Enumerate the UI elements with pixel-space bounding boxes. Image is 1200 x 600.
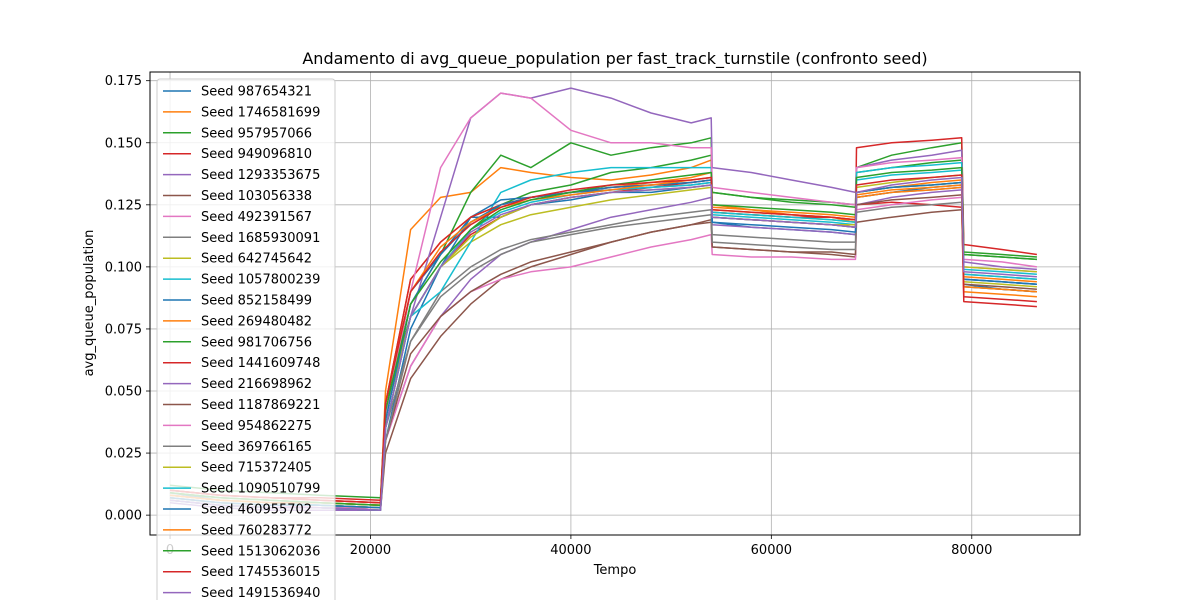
y-tick-label: 0.150 bbox=[105, 136, 142, 151]
x-tick-label: 20000 bbox=[350, 543, 391, 558]
y-axis-ticks: 0.000 0.025 0.050 0.075 0.100 0.125 0.150 0.175 bbox=[105, 74, 150, 524]
legend-entry: Seed 954862275 bbox=[201, 419, 312, 434]
x-tick-label: 40000 bbox=[550, 543, 591, 558]
y-tick-label: 0.000 bbox=[105, 509, 142, 524]
series-lines bbox=[169, 87, 1038, 511]
legend-entry: Seed 642745642 bbox=[201, 252, 312, 267]
x-axis-ticks: 020000400006000080000 bbox=[166, 535, 992, 558]
legend-entry: Seed 987654321 bbox=[201, 85, 312, 100]
legend-entry: Seed 1057800239 bbox=[201, 273, 320, 288]
legend-entry: Seed 957957066 bbox=[201, 126, 312, 141]
plot-frame bbox=[149, 71, 1081, 536]
y-axis-label: avg_queue_population bbox=[82, 230, 97, 377]
x-tick-label: 80000 bbox=[951, 543, 992, 558]
legend-entry: Seed 269480482 bbox=[201, 314, 312, 329]
legend-entry: Seed 103056338 bbox=[201, 189, 312, 204]
x-axis-label: Tempo bbox=[593, 563, 637, 578]
y-tick-label: 0.025 bbox=[105, 447, 142, 462]
chart-title: Andamento di avg_queue_population per fa… bbox=[302, 49, 927, 69]
legend-entry: Seed 1513062036 bbox=[201, 544, 320, 559]
series-line-24 bbox=[169, 174, 1037, 504]
legend-entry: Seed 1685930091 bbox=[201, 231, 320, 246]
legend-entry: Seed 852158499 bbox=[201, 294, 312, 309]
x-tick-label: 60000 bbox=[751, 543, 792, 558]
y-tick-label: 0.175 bbox=[105, 74, 142, 89]
legend-entry: Seed 1441609748 bbox=[201, 356, 320, 371]
legend-entry: Seed 216698962 bbox=[201, 377, 312, 392]
legend-entry: Seed 492391567 bbox=[201, 210, 312, 225]
legend-entry: Seed 369766165 bbox=[201, 440, 312, 455]
legend-entry: Seed 1090510799 bbox=[201, 482, 320, 497]
legend-entry: Seed 949096810 bbox=[201, 147, 312, 162]
legend-entry: Seed 760283772 bbox=[201, 523, 312, 538]
legend-box bbox=[156, 78, 336, 600]
legend-entry: Seed 1293353675 bbox=[201, 168, 320, 183]
legend-entry: Seed 981706756 bbox=[201, 335, 312, 350]
legend-entry: Seed 460955702 bbox=[201, 503, 312, 518]
legend-entry: Seed 1491536940 bbox=[201, 586, 320, 600]
series-line-25 bbox=[169, 176, 1037, 511]
legend-entry: Seed 715372405 bbox=[201, 461, 312, 476]
y-tick-label: 0.050 bbox=[105, 385, 142, 400]
legend: Seed 987654321 Seed 1746581699 Seed 957957… bbox=[156, 78, 336, 600]
y-tick-label: 0.100 bbox=[105, 260, 142, 275]
y-tick-label: 0.075 bbox=[105, 322, 142, 337]
legend-entry: Seed 1745536015 bbox=[201, 565, 320, 580]
legend-entry: Seed 1746581699 bbox=[201, 105, 320, 120]
y-tick-label: 0.125 bbox=[105, 198, 142, 213]
legend-entry: Seed 1187869221 bbox=[201, 398, 320, 413]
